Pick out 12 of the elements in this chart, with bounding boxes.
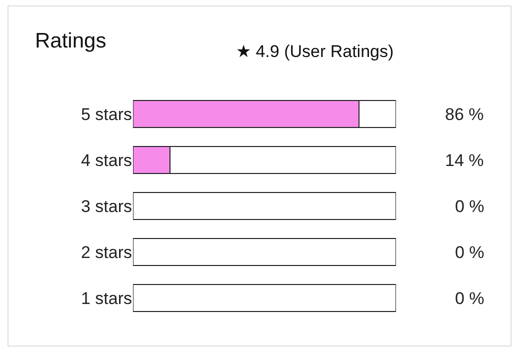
data-label: 86 % <box>445 105 484 124</box>
data-label: 14 % <box>445 151 484 170</box>
chart-title: Ratings <box>35 29 106 52</box>
y-tick-label: 2 stars <box>80 242 132 262</box>
data-label: 0 % <box>455 289 484 308</box>
y-tick-label: 5 stars <box>80 104 132 124</box>
data-label: 0 % <box>455 197 484 216</box>
chart-subtitle: ★ 4.9 (User Ratings) <box>236 42 394 61</box>
data-label: 0 % <box>455 243 484 262</box>
y-tick-label: 4 stars <box>80 150 132 170</box>
y-tick-label: 3 stars <box>80 196 132 216</box>
y-tick-label: 1 stars <box>80 288 132 308</box>
